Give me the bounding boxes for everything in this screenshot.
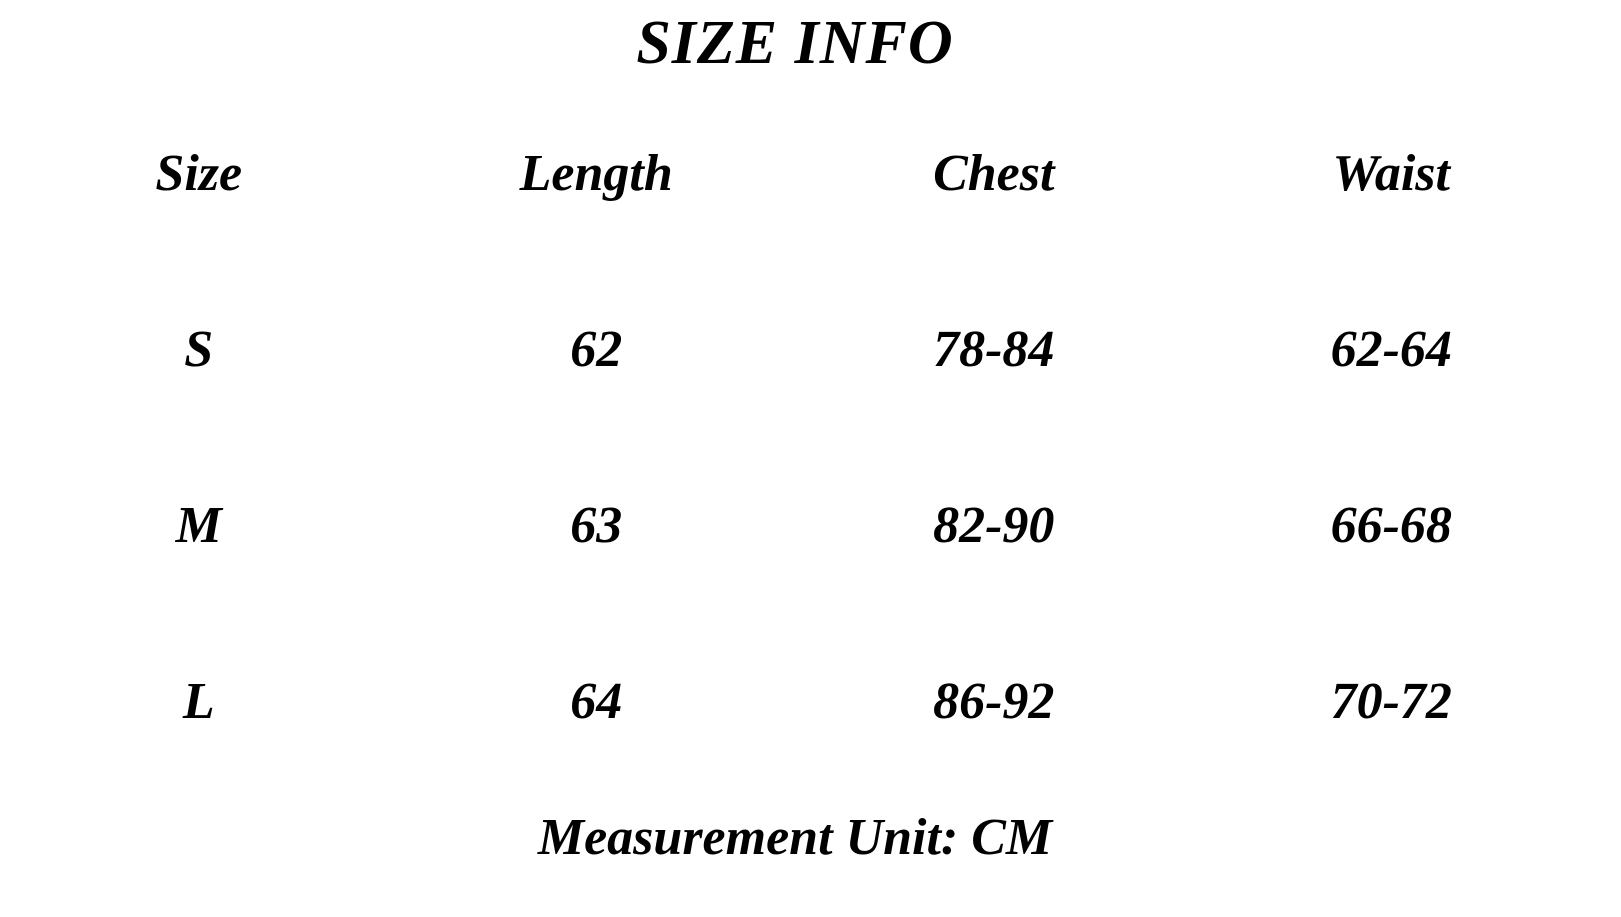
header-length: Length bbox=[519, 145, 673, 202]
header-chest: Chest bbox=[933, 145, 1055, 202]
cell-chest: 86-92 bbox=[933, 673, 1055, 730]
cell-size: L bbox=[182, 673, 215, 730]
cell-waist: 62-64 bbox=[1330, 321, 1452, 378]
cell-chest: 78-84 bbox=[933, 321, 1055, 378]
cell-length: 62 bbox=[570, 321, 623, 378]
header-waist: Waist bbox=[1332, 145, 1450, 202]
cell-size: S bbox=[184, 321, 214, 378]
cell-size: M bbox=[175, 497, 222, 554]
table-row: M 63 82-90 66-68 bbox=[0, 500, 1590, 552]
cell-chest: 82-90 bbox=[933, 497, 1055, 554]
table-row: S 62 78-84 62-64 bbox=[0, 324, 1590, 376]
table-header-row: Size Length Chest Waist bbox=[0, 148, 1590, 200]
page-title: SIZE INFO bbox=[636, 9, 954, 77]
cell-length: 63 bbox=[570, 497, 623, 554]
cell-waist: 66-68 bbox=[1330, 497, 1452, 554]
size-table: Size Length Chest Waist S 62 78-84 62-64… bbox=[0, 148, 1590, 728]
cell-waist: 70-72 bbox=[1330, 673, 1452, 730]
cell-length: 64 bbox=[570, 673, 623, 730]
table-row: L 64 86-92 70-72 bbox=[0, 676, 1590, 728]
header-size: Size bbox=[155, 145, 243, 202]
measurement-unit-note: Measurement Unit: CM bbox=[537, 809, 1053, 866]
